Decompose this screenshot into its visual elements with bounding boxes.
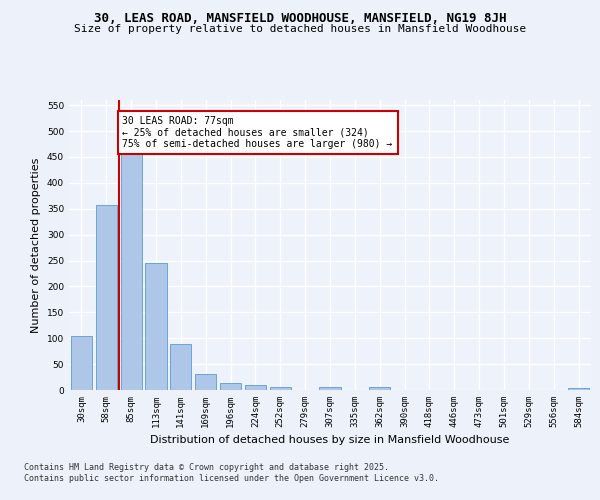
Text: 30, LEAS ROAD, MANSFIELD WOODHOUSE, MANSFIELD, NG19 8JH: 30, LEAS ROAD, MANSFIELD WOODHOUSE, MANS… bbox=[94, 12, 506, 26]
Bar bbox=[568, 388, 589, 390]
Bar bbox=[195, 374, 216, 390]
Text: Size of property relative to detached houses in Mansfield Woodhouse: Size of property relative to detached ho… bbox=[74, 24, 526, 34]
Bar bbox=[96, 205, 117, 390]
Bar bbox=[245, 386, 266, 390]
Bar bbox=[71, 336, 92, 390]
Bar bbox=[170, 344, 191, 390]
Bar bbox=[369, 388, 390, 390]
Bar bbox=[270, 388, 291, 390]
X-axis label: Distribution of detached houses by size in Mansfield Woodhouse: Distribution of detached houses by size … bbox=[151, 436, 509, 446]
Bar bbox=[121, 154, 142, 390]
Text: Contains HM Land Registry data © Crown copyright and database right 2025.: Contains HM Land Registry data © Crown c… bbox=[24, 462, 389, 471]
Text: 30 LEAS ROAD: 77sqm
← 25% of detached houses are smaller (324)
75% of semi-detac: 30 LEAS ROAD: 77sqm ← 25% of detached ho… bbox=[122, 116, 392, 148]
Bar bbox=[220, 384, 241, 390]
Bar bbox=[145, 263, 167, 390]
Y-axis label: Number of detached properties: Number of detached properties bbox=[31, 158, 41, 332]
Text: Contains public sector information licensed under the Open Government Licence v3: Contains public sector information licen… bbox=[24, 474, 439, 483]
Bar bbox=[319, 388, 341, 390]
